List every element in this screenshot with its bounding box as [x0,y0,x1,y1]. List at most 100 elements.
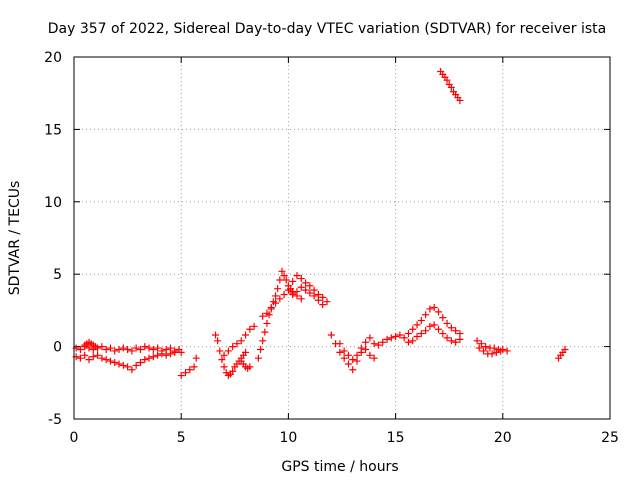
data-point [177,348,185,356]
data-point [426,305,434,313]
data-point [447,337,455,345]
data-point [434,308,442,316]
data-point [314,296,322,304]
data-point [106,344,114,352]
data-point [434,325,442,333]
data-point [250,322,258,330]
data-point [154,344,162,352]
data-point [192,354,200,362]
data-point [102,356,110,364]
data-point [132,361,140,369]
data-point [452,327,460,335]
data-point [242,331,250,339]
data-point [417,317,425,325]
data-point [229,367,237,375]
data-point [212,331,220,339]
data-point [366,334,374,342]
data-point [276,295,284,303]
series-seg-f3 [413,321,464,346]
data-point [503,347,511,355]
data-point [306,282,314,290]
data-point [370,340,378,348]
data-point [186,366,194,374]
data-point [327,331,335,339]
data-point [280,290,288,298]
data-point [246,363,254,371]
data-point [383,335,391,343]
data-point [456,96,464,104]
data-point [336,340,344,348]
data-point [119,344,127,352]
data-point [293,288,301,296]
data-point [259,312,267,320]
data-point [456,335,464,343]
data-point [115,345,123,353]
data-point [158,350,166,358]
data-point [119,361,127,369]
data-point [263,309,271,317]
series-seg-d2 [259,286,305,320]
data-point [482,343,490,351]
data-point [81,351,89,359]
data-point [229,343,237,351]
data-point [246,325,254,333]
data-point [439,330,447,338]
series-seg-c1 [212,331,250,380]
data-point [310,292,318,300]
data-point [274,285,282,293]
data-point [336,348,344,356]
data-point [319,301,327,309]
series-seg-h1 [473,337,511,355]
data-point [85,356,93,364]
data-point [220,363,228,371]
series-seg-e2 [289,283,327,309]
data-point [439,314,447,322]
data-point [136,345,144,353]
y-tick-label: 10 [44,195,62,211]
data-point [282,276,290,284]
data-point [102,345,110,353]
x-axis-label: GPS time / hours [281,459,398,475]
data-point [254,354,262,362]
data-point [149,345,157,353]
data-point [497,347,505,355]
data-point [344,360,352,368]
data-point [98,343,106,351]
data-point [422,311,430,319]
data-point [362,345,370,353]
data-point [492,348,500,356]
data-point [488,350,496,358]
data-point [306,289,314,297]
data-point [366,351,374,359]
data-point [91,343,99,351]
data-point [357,344,365,352]
data-point [267,305,275,313]
data-point [475,344,483,352]
data-point [111,359,119,367]
data-point [128,347,136,355]
data-point [278,267,286,275]
data-point [323,298,331,306]
data-point [145,354,153,362]
chart-title: Day 357 of 2022, Sidereal Day-to-day VTE… [48,21,606,37]
y-tick-label: 5 [53,267,62,283]
data-point [477,340,485,348]
data-point [149,353,157,361]
data-points [72,67,569,380]
data-point [76,345,84,353]
x-tick-label: 10 [279,430,297,446]
series-seg-f1 [374,331,417,349]
data-point [154,351,162,359]
data-point [263,319,271,327]
x-tick-label: 20 [494,430,512,446]
data-point [447,83,455,91]
data-point [447,324,455,332]
series-seg-e3 [336,334,378,364]
data-point [561,345,569,353]
x-tick-label: 0 [70,430,79,446]
data-point [111,347,119,355]
grid [74,57,610,419]
data-point [413,321,421,329]
data-point [297,295,305,303]
